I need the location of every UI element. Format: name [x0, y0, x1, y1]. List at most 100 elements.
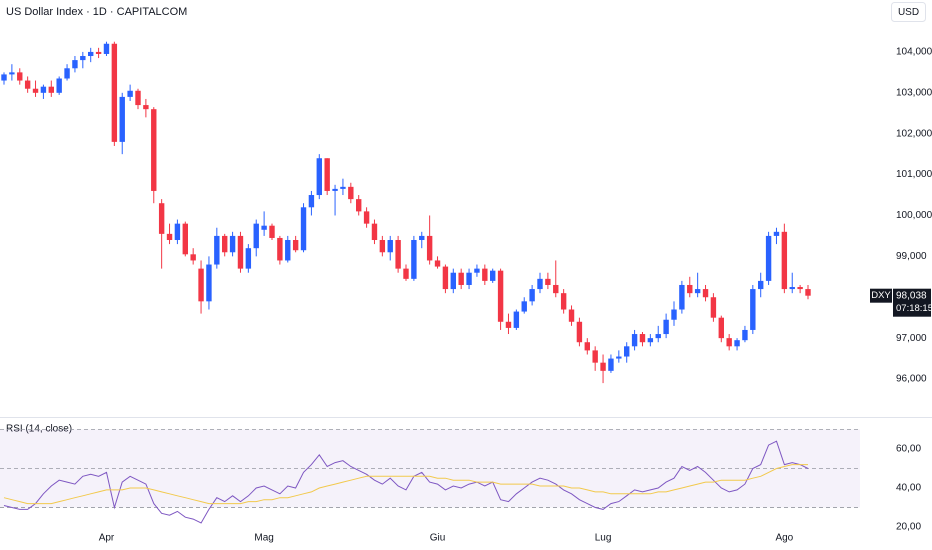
candle-body	[411, 240, 417, 279]
price-tag-label: 98,038	[896, 290, 927, 301]
candle-body	[119, 96, 125, 142]
y-tick-label: 99,000	[896, 251, 927, 262]
candle-body	[379, 240, 386, 253]
y-tick-label: 60,00	[896, 444, 921, 455]
candle-body	[521, 301, 527, 312]
candle-body	[324, 158, 330, 191]
candle-body	[789, 287, 795, 290]
candle-body	[710, 297, 717, 318]
candle-body	[332, 188, 338, 191]
candle-body	[718, 317, 724, 339]
candle-body	[166, 233, 173, 241]
candle-body	[434, 260, 441, 267]
candle-body	[687, 284, 693, 294]
candle-body	[261, 225, 267, 230]
candle-body	[702, 289, 709, 298]
candle-body	[40, 86, 47, 93]
candle-body	[88, 51, 94, 57]
candle-body	[127, 90, 133, 97]
candle-body	[245, 248, 252, 269]
candle-body	[600, 362, 606, 371]
candle-body	[292, 240, 299, 251]
rsi-line	[3, 464, 808, 505]
candle-body	[237, 235, 244, 269]
candle-body	[395, 240, 401, 269]
rsi-title: RSI (14, close)	[6, 424, 72, 435]
currency-button[interactable]	[891, 2, 926, 22]
candle-body	[750, 289, 756, 330]
candle-body	[64, 68, 70, 79]
candle-body	[198, 268, 204, 302]
candle-body	[214, 235, 220, 265]
y-tick-label: 102,000	[896, 128, 932, 139]
candle-body	[568, 309, 575, 322]
x-tick-label: Giu	[430, 533, 446, 544]
currency-label[interactable]: USD	[898, 7, 919, 18]
candle-body	[537, 278, 543, 290]
candle-body	[663, 319, 669, 335]
candle-body	[631, 334, 638, 347]
x-tick-label: Lug	[595, 533, 612, 544]
candle-body	[679, 284, 685, 310]
candle-body	[466, 272, 472, 285]
candle-body	[190, 254, 196, 261]
candle-body	[450, 272, 456, 290]
candle-body	[553, 284, 559, 294]
y-tick-label: 101,000	[896, 169, 932, 180]
candle-body	[560, 293, 567, 310]
candle-body	[742, 329, 748, 341]
candle-body	[773, 231, 780, 236]
x-tick-label: Apr	[99, 533, 115, 544]
candle-body	[300, 207, 307, 251]
y-tick-label: 104,000	[896, 47, 932, 58]
candle-body	[135, 90, 141, 106]
y-tick-label: 20,00	[896, 522, 921, 533]
y-tick-label: 97,000	[896, 333, 927, 344]
candle-body	[158, 203, 165, 234]
candle-body	[371, 223, 378, 241]
candle-body	[419, 235, 425, 241]
candle-body	[458, 272, 464, 285]
candle-body	[17, 72, 23, 81]
candle-body	[72, 60, 78, 69]
chart-title: US Dollar Index · 1D · CAPITALCOM	[6, 6, 187, 18]
rsi-line	[3, 440, 809, 524]
candle-body	[387, 240, 393, 253]
candle-body	[639, 334, 646, 343]
candle-body	[206, 264, 212, 302]
candle-body	[671, 309, 677, 320]
candle-body	[56, 78, 62, 93]
candle-body	[229, 235, 236, 253]
x-tick-label: Mag	[254, 533, 273, 544]
candle-body	[797, 287, 803, 290]
candle-body	[269, 225, 275, 238]
candle-body	[655, 334, 661, 339]
candle-body	[348, 186, 354, 200]
y-tick-label: 100,000	[896, 210, 932, 221]
candle-body	[545, 278, 551, 285]
candle-body	[111, 43, 118, 142]
candle-body	[1, 74, 7, 81]
candle-body	[32, 88, 39, 93]
candle-body	[805, 289, 811, 296]
price-tag-symbol: DXY	[871, 290, 891, 301]
candle-body	[80, 56, 86, 61]
candle-body	[182, 223, 188, 255]
candle-body	[426, 235, 433, 261]
candle-body	[765, 235, 772, 281]
candle-body	[316, 158, 322, 196]
candle-body	[403, 268, 409, 279]
price-tag-countdown: 07:18:15	[896, 303, 932, 314]
candle-body	[505, 321, 512, 328]
candle-body	[151, 109, 157, 191]
candle-body	[356, 199, 362, 212]
candle-body	[781, 231, 788, 290]
candle-body	[9, 72, 15, 75]
candle-body	[758, 280, 764, 290]
candle-body	[24, 80, 31, 89]
candle-body	[529, 289, 535, 302]
candle-body	[513, 311, 520, 328]
candle-body	[285, 240, 291, 261]
candle-body	[694, 289, 701, 294]
